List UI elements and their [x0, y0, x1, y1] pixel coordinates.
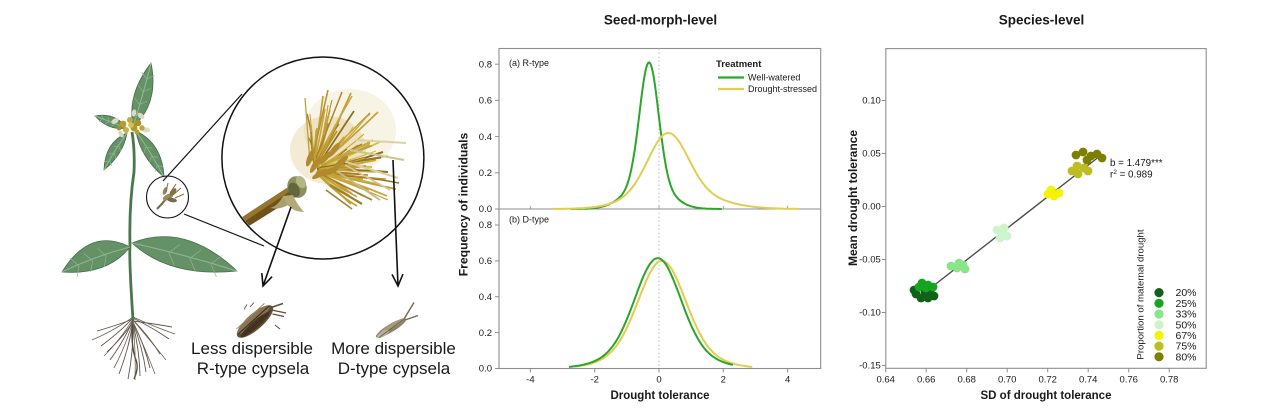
svg-text:Mean drought tolerance: Mean drought tolerance [846, 130, 860, 266]
svg-text:(a) R-type: (a) R-type [509, 58, 549, 68]
svg-text:More dispersible: More dispersible [331, 339, 456, 358]
svg-text:0.8: 0.8 [479, 220, 492, 231]
svg-text:0.4: 0.4 [479, 292, 492, 303]
svg-text:0.4: 0.4 [479, 132, 492, 143]
svg-text:R-type cypsela: R-type cypsela [197, 359, 310, 378]
svg-text:2: 2 [721, 375, 726, 386]
svg-text:0.70: 0.70 [998, 374, 1017, 385]
svg-text:Less dispersible: Less dispersible [191, 339, 313, 358]
svg-text:67%: 67% [1176, 330, 1197, 342]
svg-text:0.00: 0.00 [862, 202, 881, 213]
svg-text:Proportion of maternal drought: Proportion of maternal drought [1136, 229, 1147, 359]
svg-text:0.76: 0.76 [1119, 374, 1138, 385]
svg-text:0.8: 0.8 [479, 59, 492, 70]
svg-text:0.0: 0.0 [479, 364, 492, 375]
svg-text:0.74: 0.74 [1079, 374, 1098, 385]
svg-text:Seed-morph-level: Seed-morph-level [604, 13, 717, 28]
svg-text:0.6: 0.6 [479, 96, 492, 107]
svg-text:25%: 25% [1176, 298, 1197, 310]
svg-text:50%: 50% [1176, 319, 1197, 331]
svg-text:b = 1.479***: b = 1.479*** [1110, 158, 1163, 169]
svg-text:-4: -4 [526, 375, 534, 386]
svg-text:-0.10: -0.10 [859, 308, 881, 319]
svg-text:0.64: 0.64 [876, 374, 895, 385]
svg-text:0.78: 0.78 [1160, 374, 1179, 385]
svg-text:0.68: 0.68 [957, 374, 976, 385]
svg-text:0.2: 0.2 [479, 328, 492, 339]
svg-text:Species-level: Species-level [999, 13, 1085, 28]
svg-text:0.66: 0.66 [917, 374, 936, 385]
svg-text:SD of drought tolerance: SD of drought tolerance [981, 390, 1112, 402]
svg-text:Treatment: Treatment [716, 59, 762, 70]
svg-text:Drought tolerance: Drought tolerance [610, 390, 709, 402]
svg-text:4: 4 [785, 375, 790, 386]
svg-text:80%: 80% [1176, 351, 1197, 363]
svg-text:0.05: 0.05 [862, 149, 881, 160]
svg-text:-0.05: -0.05 [859, 255, 881, 266]
svg-text:75%: 75% [1176, 341, 1197, 353]
svg-text:0.0: 0.0 [479, 204, 492, 215]
svg-text:r2 = 0.989: r2 = 0.989 [1110, 169, 1153, 181]
svg-text:0: 0 [656, 375, 661, 386]
svg-text:20%: 20% [1176, 287, 1197, 299]
svg-text:-0.15: -0.15 [859, 361, 881, 372]
svg-text:Frequency of individuals: Frequency of individuals [457, 133, 471, 277]
svg-text:-2: -2 [590, 375, 598, 386]
svg-text:0.72: 0.72 [1038, 374, 1057, 385]
svg-text:Well-watered: Well-watered [748, 73, 800, 83]
svg-text:0.6: 0.6 [479, 256, 492, 267]
svg-text:(b) D-type: (b) D-type [509, 215, 549, 225]
svg-text:Drought-stressed: Drought-stressed [748, 84, 817, 94]
svg-text:0.2: 0.2 [479, 168, 492, 179]
svg-text:D-type cypsela: D-type cypsela [338, 359, 451, 378]
svg-text:33%: 33% [1176, 309, 1197, 321]
svg-text:0.10: 0.10 [862, 96, 881, 107]
